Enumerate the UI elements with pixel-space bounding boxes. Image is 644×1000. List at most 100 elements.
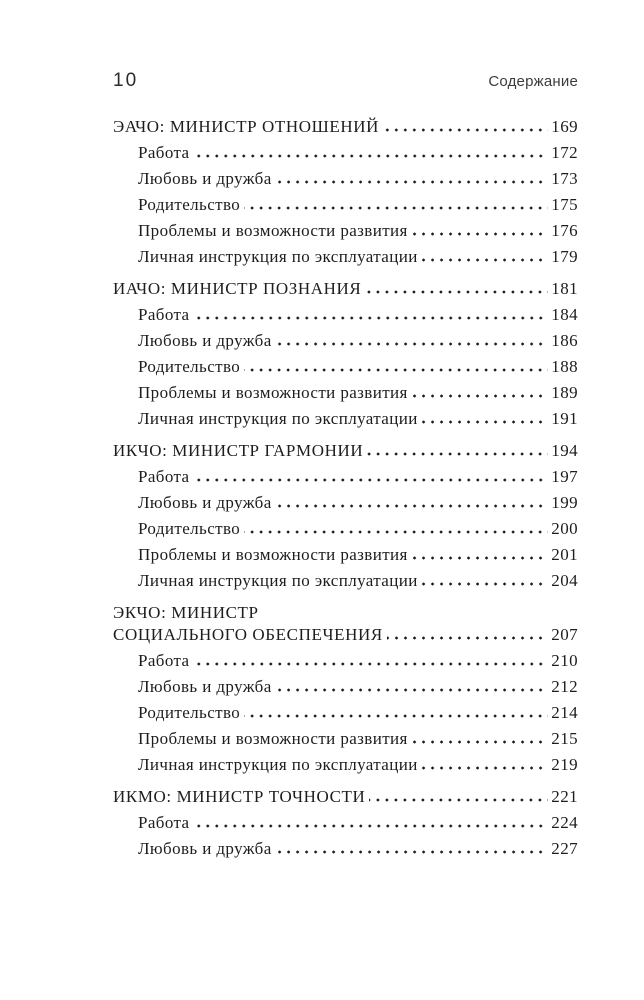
dot-leader [193,824,549,828]
toc-item-label: Родительство [138,357,241,376]
toc-page-number: 197 [551,467,578,486]
toc-section-title: ИКЧО: МИНИСТР ГАРМОНИИ [113,441,364,460]
toc-item-label: Работа [138,651,190,670]
dot-leader [244,368,549,372]
toc-item-label: Проблемы и возможности развития [138,221,408,240]
dot-leader [193,316,549,320]
toc-page-number: 224 [551,813,578,832]
toc-item-label: Проблемы и возможности развития [138,545,408,564]
dot-leader [411,740,549,744]
toc-item-row: Личная инструкция по эксплуатации 219 [113,755,578,774]
toc-item-label: Личная инструкция по эксплуатации [138,409,418,428]
toc-section: ЭКЧО: МИНИСТР СОЦИАЛЬНОГО ОБЕСПЕЧЕНИЯ 20… [113,603,578,774]
toc-item-row: Работа 210 [113,651,578,670]
dot-leader [411,556,549,560]
toc-page-number: 212 [551,677,578,696]
toc-page-number: 189 [551,383,578,402]
toc-page-number: 186 [551,331,578,350]
dot-leader [244,714,549,718]
toc-page-number: 221 [551,787,578,806]
toc-section: ИАЧО: МИНИСТР ПОЗНАНИЯ 181 Работа 184 Лю… [113,279,578,428]
toc-item-row: Личная инструкция по эксплуатации 191 [113,409,578,428]
toc-page-number: 210 [551,651,578,670]
toc-page-number: 184 [551,305,578,324]
dot-leader [421,582,549,586]
page-number: 10 [113,70,139,91]
toc-item-label: Работа [138,813,190,832]
dot-leader [193,478,549,482]
dot-leader [275,504,549,508]
toc-page-number: 214 [551,703,578,722]
toc-item-row: Родительство 200 [113,519,578,538]
toc-page-number: 227 [551,839,578,858]
toc-item-label: Родительство [138,703,241,722]
toc-section-title: ИАЧО: МИНИСТР ПОЗНАНИЯ [113,279,362,298]
toc-section-row: ИКМО: МИНИСТР ТОЧНОСТИ 221 [113,787,578,806]
toc-item-row: Родительство 188 [113,357,578,376]
dot-leader [421,258,549,262]
toc-page-number: 204 [551,571,578,590]
toc-item-label: Любовь и дружба [138,331,272,350]
toc-item-label: Работа [138,305,190,324]
dot-leader [367,452,549,456]
toc-page-number: 207 [551,625,578,644]
toc-section-title-line2: СОЦИАЛЬНОГО ОБЕСПЕЧЕНИЯ [113,625,383,644]
toc-item-label: Работа [138,467,190,486]
toc-item-label: Любовь и дружба [138,493,272,512]
dot-leader [244,530,549,534]
toc-item-label: Личная инструкция по эксплуатации [138,755,418,774]
toc-item-row: Работа 224 [113,813,578,832]
toc-page-number: 200 [551,519,578,538]
page-header: 10 Содержание [113,70,578,92]
toc-section-row: СОЦИАЛЬНОГО ОБЕСПЕЧЕНИЯ 207 [113,625,578,644]
dot-leader [382,128,549,132]
running-title: Содержание [488,73,578,90]
dot-leader [421,420,549,424]
toc-page-number: 191 [551,409,578,428]
toc-page-number: 172 [551,143,578,162]
toc-page-number: 215 [551,729,578,748]
toc-section: ИКЧО: МИНИСТР ГАРМОНИИ 194 Работа 197 Лю… [113,441,578,590]
toc-page-number: 201 [551,545,578,564]
toc-page-number: 175 [551,195,578,214]
toc-section: ЭАЧО: МИНИСТР ОТНОШЕНИЙ 169 Работа 172 Л… [113,117,578,266]
toc-item-row: Родительство 214 [113,703,578,722]
dot-leader [411,232,549,236]
toc-item-label: Личная инструкция по эксплуатации [138,571,418,590]
toc-item-row: Родительство 175 [113,195,578,214]
toc-item-label: Родительство [138,195,241,214]
toc-item-label: Проблемы и возможности развития [138,729,408,748]
toc-item-row: Любовь и дружба 199 [113,493,578,512]
toc-section-title-line1: ЭКЧО: МИНИСТР [113,603,259,622]
toc-item-row: Проблемы и возможности развития 189 [113,383,578,402]
toc-section-row: ИКЧО: МИНИСТР ГАРМОНИИ 194 [113,441,578,460]
toc-item-row: Проблемы и возможности развития 215 [113,729,578,748]
toc-item-row: Работа 172 [113,143,578,162]
toc-page-number: 176 [551,221,578,240]
toc-item-row: Работа 184 [113,305,578,324]
toc-item-label: Личная инструкция по эксплуатации [138,247,418,266]
dot-leader [275,850,549,854]
toc-item-row: Личная инструкция по эксплуатации 204 [113,571,578,590]
dot-leader [421,766,549,770]
toc-item-label: Родительство [138,519,241,538]
toc-page-number: 169 [551,117,578,136]
toc-item-row: Любовь и дружба 227 [113,839,578,858]
toc-item-label: Работа [138,143,190,162]
toc-page-number: 188 [551,357,578,376]
dot-leader [193,662,549,666]
toc-section-title: ИКМО: МИНИСТР ТОЧНОСТИ [113,787,366,806]
toc-page-number: 179 [551,247,578,266]
toc-section-title: ЭАЧО: МИНИСТР ОТНОШЕНИЙ [113,117,379,136]
toc-section: ИКМО: МИНИСТР ТОЧНОСТИ 221 Работа 224 Лю… [113,787,578,858]
toc-item-row: Любовь и дружба 173 [113,169,578,188]
toc-section-row: ЭКЧО: МИНИСТР [113,603,578,622]
toc-page-number: 181 [551,279,578,298]
dot-leader [275,180,549,184]
dot-leader [369,798,549,802]
toc-page-number: 173 [551,169,578,188]
dot-leader [365,290,549,294]
toc-item-row: Проблемы и возможности развития 201 [113,545,578,564]
toc-section-row: ЭАЧО: МИНИСТР ОТНОШЕНИЙ 169 [113,117,578,136]
